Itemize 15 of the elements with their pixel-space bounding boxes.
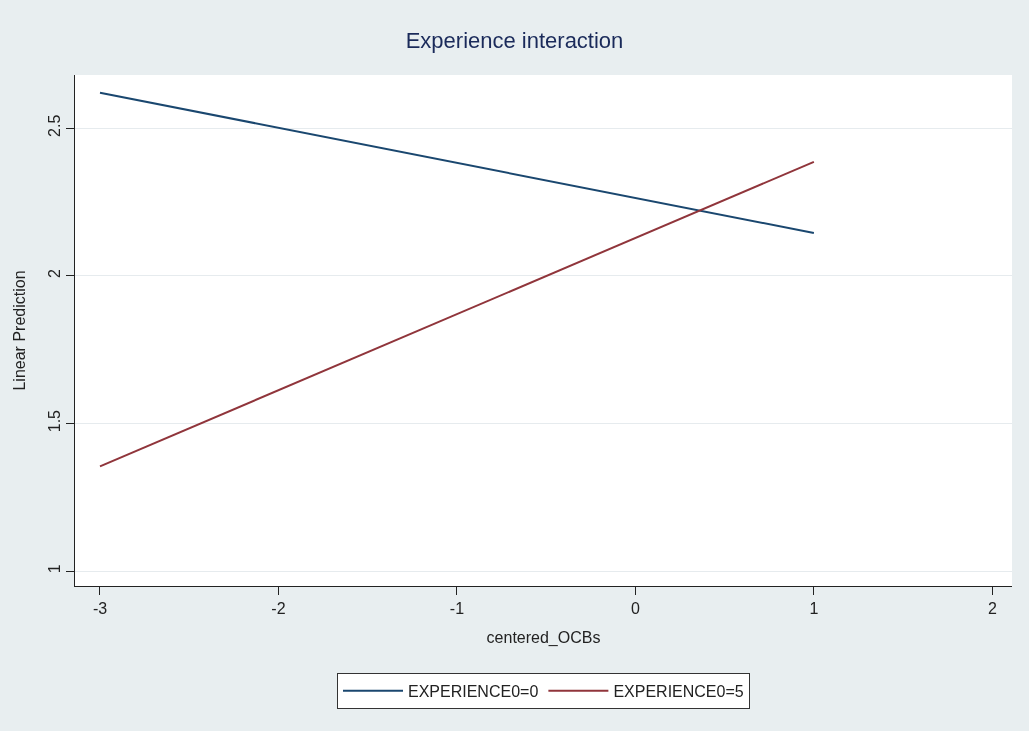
x-tick-label: 1: [809, 600, 819, 618]
x-axis-title: centered_OCBs: [486, 628, 601, 647]
chart-title: Experience interaction: [405, 28, 624, 54]
x-tick-label: -3: [92, 600, 108, 618]
x-tick-label: -1: [449, 600, 465, 618]
x-tick-label: -2: [271, 600, 286, 618]
y-axis-title: Linear Prediction: [11, 270, 29, 391]
x-tick-label: 0: [630, 600, 640, 618]
y-tick-label: 2: [45, 268, 63, 278]
y-tick-label: 1: [45, 564, 63, 574]
legend-label: EXPERIENCE0=0: [408, 683, 539, 701]
x-tick-label: 2: [987, 600, 997, 618]
y-tick-label: 2.5: [45, 114, 63, 137]
legend-label: EXPERIENCE0=5: [613, 683, 744, 701]
y-tick-label: 1.5: [45, 409, 63, 433]
